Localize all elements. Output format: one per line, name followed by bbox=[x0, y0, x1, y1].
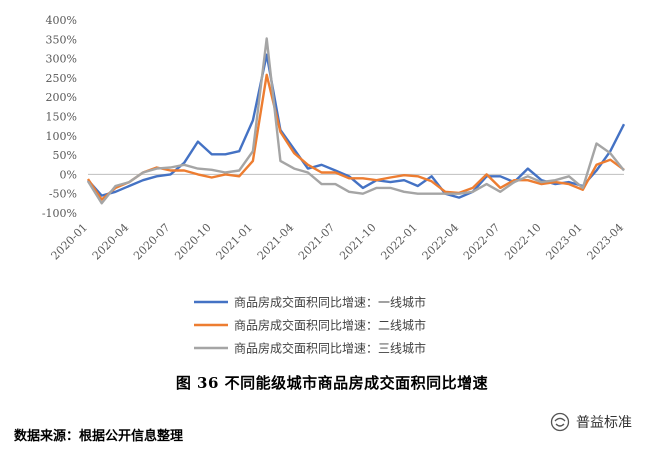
x-axis: 2020-01 2020-04 2020-07 2020-10 2021-01 2021-… bbox=[49, 173, 627, 263]
source-note: 数据来源：根据公开信息整理 bbox=[14, 429, 184, 444]
x-tick-label: 2021-04 bbox=[255, 221, 297, 263]
x-tick-label: 2022-04 bbox=[420, 221, 462, 263]
x-tick-label: 2020-10 bbox=[172, 221, 214, 263]
legend-label-1: 商品房成交面积同比增速：一线城市 bbox=[234, 295, 426, 310]
line-chart: -100% -50% 0% 50% 100% 150% 200% 250% 300% 350% 40… bbox=[42, 14, 627, 356]
x-tick-label: 2021-10 bbox=[337, 221, 379, 263]
y-tick-label: 250% bbox=[46, 72, 77, 85]
y-tick-label: 50% bbox=[53, 149, 77, 162]
x-tick-label: 2023-04 bbox=[585, 221, 627, 263]
legend-label-3: 商品房成交面积同比增速：三线城市 bbox=[234, 341, 426, 356]
y-tick-label: 0% bbox=[60, 168, 77, 181]
legend-label-2: 商品房成交面积同比增速：二线城市 bbox=[234, 318, 426, 333]
x-tick-label: 2021-07 bbox=[296, 221, 338, 263]
x-tick-label: 2020-07 bbox=[131, 221, 173, 263]
y-axis: -100% -50% 0% 50% 100% 150% 200% 250% 300% 350% 40… bbox=[42, 14, 77, 220]
y-tick-label: 200% bbox=[46, 91, 77, 104]
legend: 商品房成交面积同比增速：一线城市商品房成交面积同比增速：二线城市商品房成交面积同… bbox=[194, 295, 426, 356]
y-tick-label: 150% bbox=[46, 111, 77, 124]
series-line-1 bbox=[87, 53, 626, 199]
y-tick-label: 300% bbox=[46, 53, 77, 66]
x-tick-label: 2023-01 bbox=[543, 221, 585, 263]
x-tick-label: 2022-01 bbox=[378, 221, 420, 263]
series-line-3 bbox=[86, 37, 625, 205]
y-tick-label: 100% bbox=[46, 130, 77, 143]
y-tick-label: -100% bbox=[42, 207, 77, 220]
series-line-2 bbox=[87, 73, 625, 201]
x-tick-label: 2021-01 bbox=[214, 221, 256, 263]
y-tick-label: 400% bbox=[46, 14, 77, 27]
x-tick-label: 2020-04 bbox=[90, 221, 132, 263]
watermark-text: 普益标准 bbox=[576, 415, 632, 431]
x-tick-label: 2020-01 bbox=[49, 221, 91, 263]
x-tick-label: 2022-10 bbox=[502, 221, 544, 263]
y-tick-label: -50% bbox=[49, 188, 77, 201]
y-tick-label: 350% bbox=[46, 33, 77, 46]
series-lines bbox=[86, 37, 626, 205]
wechat-icon bbox=[550, 412, 570, 432]
watermark: 普益标准 bbox=[550, 412, 632, 432]
x-tick-label: 2022-07 bbox=[461, 221, 503, 263]
figure-caption: 图 36 不同能级城市商品房成交面积同比增速 bbox=[175, 374, 489, 392]
